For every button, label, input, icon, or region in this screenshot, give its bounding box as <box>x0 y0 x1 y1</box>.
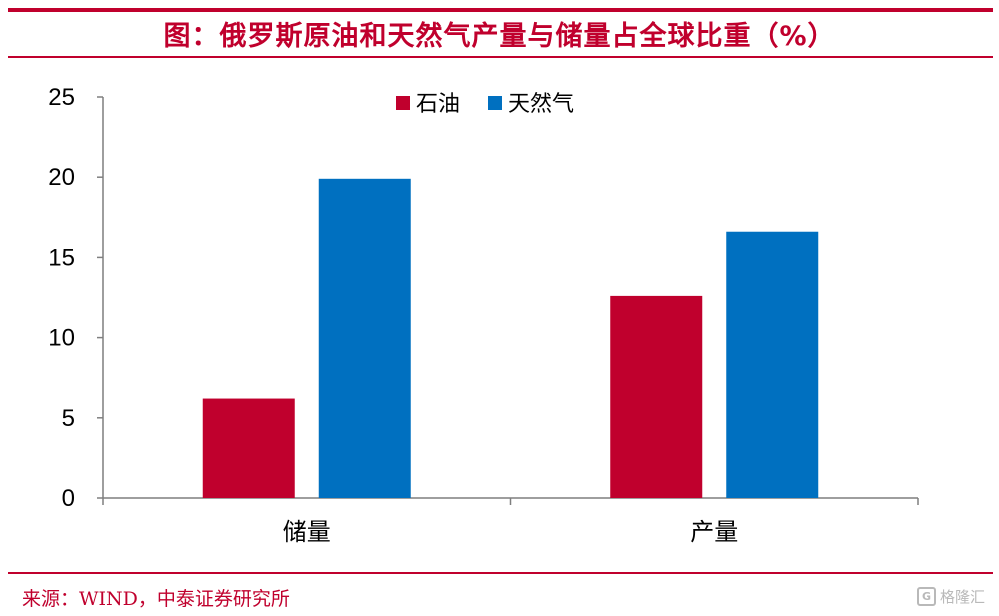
legend-label: 石油 <box>416 92 460 117</box>
y-tick-label: 5 <box>62 405 75 432</box>
legend-swatch <box>396 96 410 110</box>
bar-oil-0 <box>202 398 295 498</box>
y-tick-label: 10 <box>48 325 75 352</box>
legend-swatch <box>488 96 502 110</box>
title-rule <box>8 56 993 58</box>
y-tick-label: 0 <box>62 485 75 512</box>
watermark-text: 格隆汇 <box>939 588 985 606</box>
top-rule <box>8 8 993 12</box>
x-category-label: 储量 <box>283 518 331 546</box>
bar-oil-1 <box>610 295 703 498</box>
bar-gas-1 <box>726 231 819 498</box>
y-tick-label: 15 <box>48 244 75 271</box>
watermark: G 格隆汇 <box>916 586 985 607</box>
bar-chart: 0 5 10 15 20 25 储量 产量 石油 天然气 <box>48 84 919 546</box>
bar-gas-0 <box>318 178 411 498</box>
y-tick-label: 20 <box>48 164 75 191</box>
chart-title: 图：俄罗斯原油和天然气产量与储量占全球比重（%） <box>163 21 836 52</box>
source-note: 来源：WIND，中泰证券研究所 <box>22 588 290 610</box>
x-category-label: 产量 <box>690 518 738 546</box>
bottom-rule <box>8 572 993 574</box>
watermark-logo-icon: G <box>916 587 936 606</box>
y-tick-label: 25 <box>48 84 75 111</box>
legend-label: 天然气 <box>508 92 574 117</box>
